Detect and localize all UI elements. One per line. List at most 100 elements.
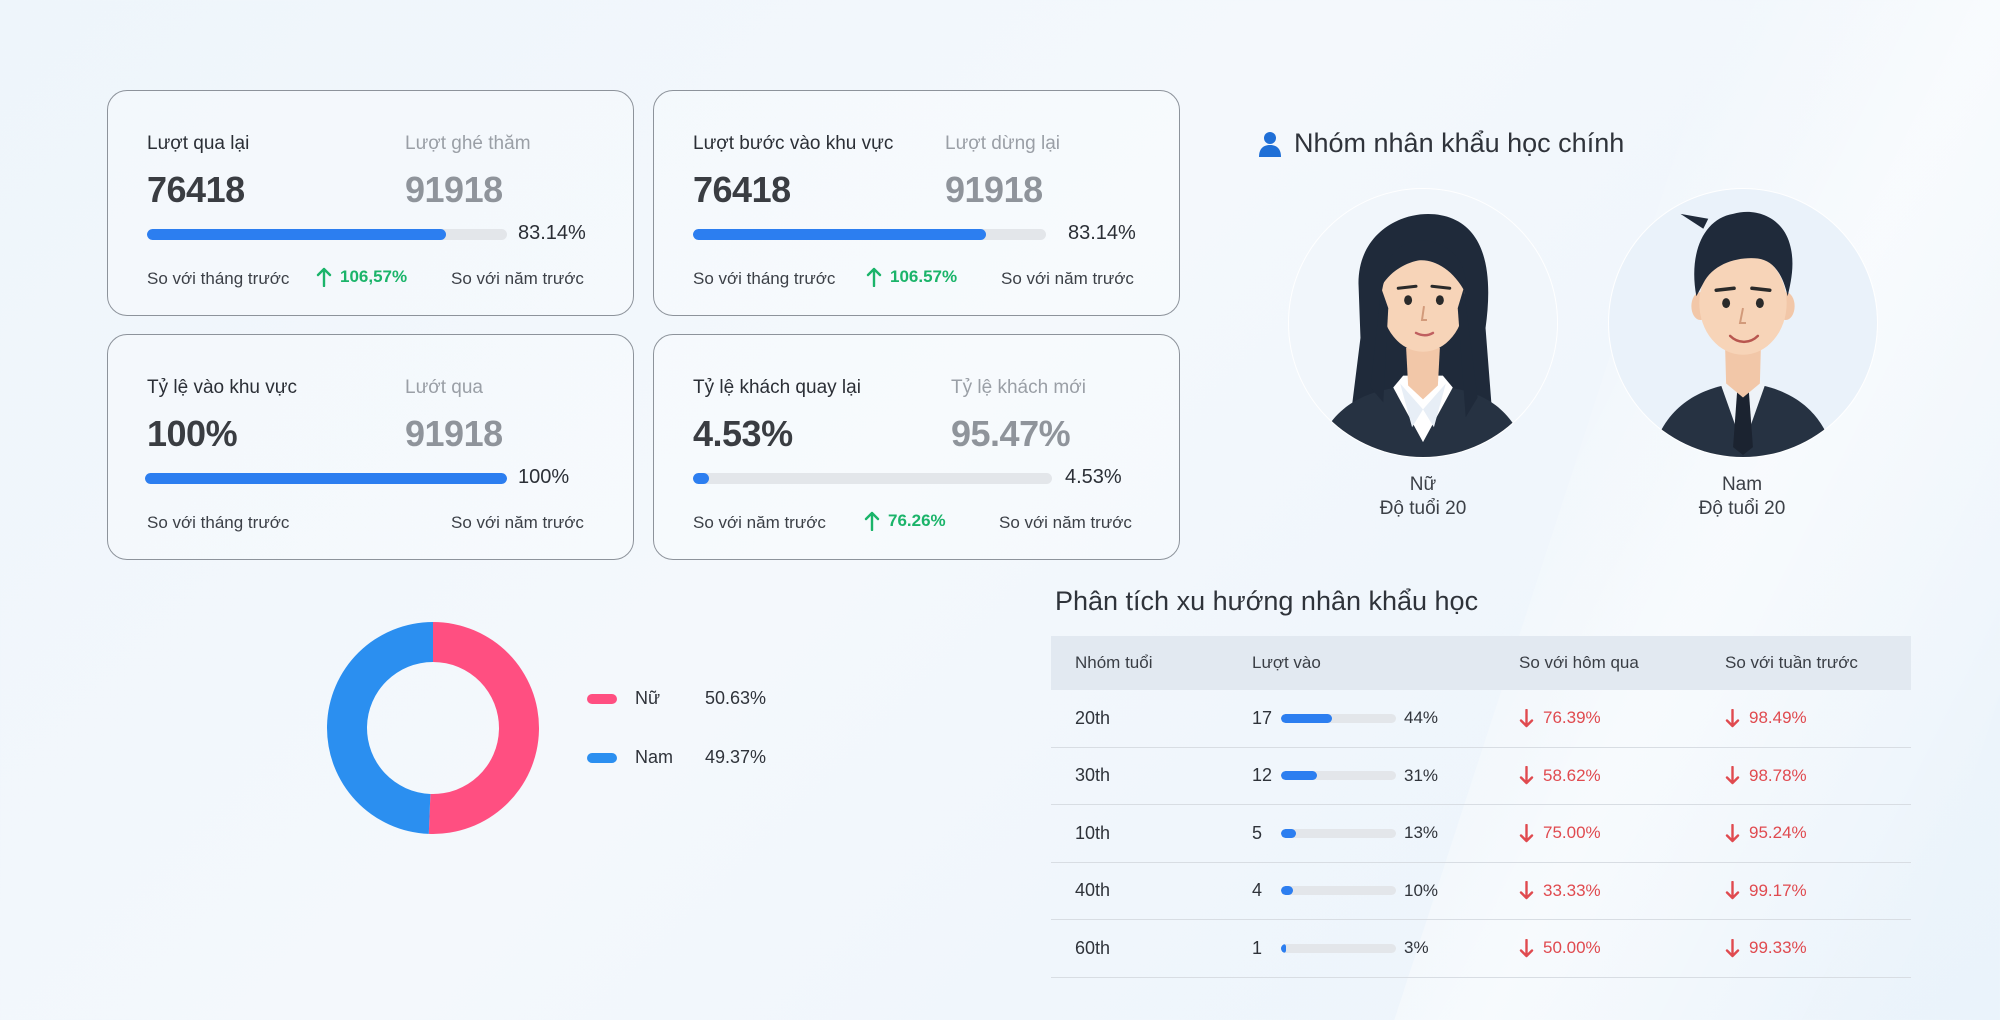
header-vs-last-week: So với tuần trước [1725, 653, 1858, 672]
kpi-progress-fill [693, 229, 987, 240]
entries-cell: 5 13% [1252, 823, 1519, 844]
kpi-change: 106,57% [316, 267, 407, 287]
donut-slice-female [428, 622, 540, 834]
kpi-left-value: 4.53% [693, 413, 793, 454]
share-percent: 3% [1404, 938, 1429, 958]
kpi-left-label: Lượt qua lại [147, 133, 250, 154]
vs-last-week-cell: 95.24% [1725, 823, 1911, 843]
demographics-title: Nhóm nhân khẩu học chính [1258, 128, 1624, 159]
kpi-progress-label: 100% [518, 466, 570, 488]
vs-last-week-value: 95.24% [1749, 823, 1807, 843]
vs-yesterday-cell: 58.62% [1519, 766, 1725, 786]
table-row: 30th 12 31% 58.62% 98.78% [1051, 748, 1911, 805]
kpi-left-label: Tỷ lệ vào khu vực [147, 377, 297, 398]
vs-yesterday-value: 76.39% [1543, 708, 1601, 728]
kpi-compare-year: So với năm trước [451, 269, 584, 288]
kpi-compare-month: So với tháng trước [147, 513, 290, 532]
kpi-compare-year-left: So với năm trước [693, 513, 826, 532]
age-group-cell: 10th [1075, 822, 1111, 843]
age-group-cell: 40th [1075, 880, 1111, 901]
kpi-card-foot-traffic: Lượt qua lại Lượt ghé thăm 76418 91918 8… [107, 90, 634, 316]
kpi-compare-month: So với tháng trước [147, 269, 290, 288]
kpi-progress-label: 4.53% [1065, 466, 1122, 488]
female-caption: Nữ Độ tuổi 20 [1303, 473, 1543, 521]
kpi-progress-fill [145, 473, 507, 484]
share-bar-fill [1281, 886, 1293, 896]
male-caption: Nam Độ tuổi 20 [1622, 473, 1862, 521]
kpi-progress-fill [147, 229, 447, 240]
vs-yesterday-value: 58.62% [1543, 765, 1601, 785]
share-percent: 31% [1404, 765, 1439, 785]
kpi-card-return-rate: Tỷ lệ khách quay lại Tỷ lệ khách mới 4.5… [653, 334, 1180, 560]
trend-title: Phân tích xu hướng nhân khẩu học [1055, 586, 1479, 616]
kpi-right-label: Lượt dừng lại [945, 133, 1061, 154]
share-bar-fill [1281, 943, 1286, 953]
arrow-down-icon [1725, 766, 1740, 785]
table-row: 60th 1 3% 50.00% 99.33% [1051, 920, 1911, 978]
age-group-cell: 60th [1075, 937, 1111, 958]
gender-donut-chart [327, 622, 540, 834]
kpi-compare-month: So với tháng trước [693, 269, 836, 288]
kpi-right-value: 91918 [405, 413, 503, 454]
kpi-left-value: 76418 [693, 169, 791, 210]
share-bar [1281, 771, 1396, 781]
legend-swatch-female [587, 693, 617, 704]
arrow-down-icon [1519, 881, 1534, 900]
arrow-down-icon [1519, 938, 1534, 957]
arrow-up-icon [316, 267, 332, 287]
kpi-left-value: 76418 [147, 169, 245, 210]
kpi-change: 76.26% [864, 511, 946, 531]
kpi-card-area-entries: Lượt bước vào khu vực Lượt dừng lại 7641… [653, 90, 1180, 316]
entries-count: 12 [1252, 765, 1273, 786]
table-row: 20th 17 44% 76.39% 98.49% [1051, 690, 1911, 748]
entries-cell: 17 44% [1252, 708, 1519, 729]
kpi-progress-fill [693, 473, 710, 484]
vs-yesterday-cell: 75.00% [1519, 823, 1725, 843]
trend-table: Nhóm tuổi Lượt vào So với hôm qua So với… [1051, 636, 1911, 978]
vs-yesterday-cell: 76.39% [1519, 708, 1725, 728]
vs-yesterday-value: 33.33% [1543, 880, 1601, 900]
header-age-group: Nhóm tuổi [1075, 653, 1153, 672]
share-bar [1281, 713, 1396, 723]
arrow-up-icon [866, 267, 882, 287]
kpi-right-value: 95.47% [951, 413, 1071, 454]
share-percent: 44% [1404, 708, 1439, 728]
table-row: 10th 5 13% 75.00% 95.24% [1051, 805, 1911, 863]
kpi-right-value: 91918 [405, 169, 503, 210]
entries-cell: 12 31% [1252, 765, 1519, 786]
kpi-progress-label: 83.14% [1068, 222, 1136, 244]
arrow-down-icon [1519, 823, 1534, 842]
kpi-change-value: 76.26% [888, 511, 946, 530]
user-icon [1259, 131, 1281, 157]
share-bar-fill [1281, 771, 1317, 781]
kpi-compare-year: So với năm trước [451, 513, 584, 532]
vs-last-week-value: 98.78% [1749, 765, 1807, 785]
entries-count: 17 [1252, 707, 1273, 728]
legend-label-female: Nữ [635, 688, 661, 708]
legend-value-male: 49.37% [705, 747, 767, 767]
demographics-title-text: Nhóm nhân khẩu học chính [1294, 128, 1625, 158]
arrow-down-icon [1725, 708, 1740, 727]
table-row: 40th 4 10% 33.33% 99.17% [1051, 863, 1911, 920]
header-vs-yesterday: So với hôm qua [1519, 653, 1639, 672]
vs-last-week-value: 99.33% [1749, 938, 1807, 958]
vs-yesterday-cell: 50.00% [1519, 938, 1725, 958]
kpi-left-label: Lượt bước vào khu vực [693, 133, 894, 154]
kpi-progress-bar [145, 473, 507, 484]
legend-value-female: 50.63% [705, 688, 767, 708]
arrow-down-icon [1519, 766, 1534, 785]
legend-swatch-male [587, 752, 617, 763]
kpi-right-label: Lượt ghé thăm [405, 133, 531, 154]
entries-cell: 4 10% [1252, 880, 1519, 901]
share-percent: 10% [1404, 880, 1439, 900]
kpi-card-entry-rate: Tỷ lệ vào khu vực Lướt qua 100% 91918 10… [107, 334, 634, 560]
share-bar [1281, 886, 1396, 896]
male-avatar [1608, 188, 1878, 458]
entries-count: 5 [1252, 822, 1263, 843]
male-gender-label: Nam [1721, 474, 1763, 495]
vs-last-week-cell: 98.49% [1725, 708, 1911, 728]
arrow-down-icon [1519, 708, 1534, 727]
vs-last-week-cell: 99.17% [1725, 881, 1911, 901]
vs-last-week-cell: 99.33% [1725, 938, 1911, 958]
legend-female: Nữ 50.63% [587, 688, 766, 709]
